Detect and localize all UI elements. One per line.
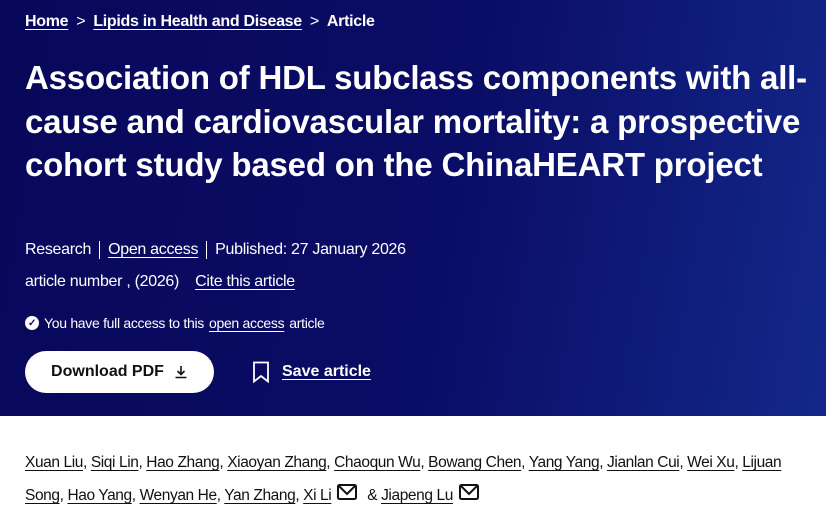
divider xyxy=(99,241,101,259)
author-separator: , xyxy=(83,454,91,471)
breadcrumb-separator: > xyxy=(76,13,86,30)
author-link[interactable]: Jiapeng Lu xyxy=(381,487,453,504)
article-meta: Research Open access Published: 27 Janua… xyxy=(25,241,406,259)
article-type: Research xyxy=(25,241,92,258)
author-separator: & xyxy=(363,487,382,504)
author-link[interactable]: Xiaoyan Zhang xyxy=(227,454,327,471)
breadcrumb-separator: > xyxy=(309,13,319,30)
author-link[interactable]: Hao Zhang xyxy=(146,454,220,471)
email-icon[interactable] xyxy=(337,479,358,512)
author-separator: , xyxy=(216,487,225,504)
author-link[interactable]: Wenyan He xyxy=(139,487,218,504)
author-separator: , xyxy=(599,454,608,471)
author-link[interactable]: Yang Yang xyxy=(528,454,600,471)
author-link[interactable]: Jianlan Cui xyxy=(607,454,680,471)
cite-article-link[interactable]: Cite this article xyxy=(195,273,295,290)
save-article-button[interactable]: Save article xyxy=(252,361,371,383)
download-pdf-label: Download PDF xyxy=(51,363,164,380)
bookmark-icon xyxy=(253,361,269,383)
author-separator: , xyxy=(219,454,228,471)
article-header: Home > Lipids in Health and Disease > Ar… xyxy=(0,0,826,416)
breadcrumb-home[interactable]: Home xyxy=(25,13,69,30)
article-number: article number , (2026) xyxy=(25,273,180,290)
author-list: Xuan Liu, Siqi Lin, Hao Zhang, Xiaoyan Z… xyxy=(25,446,805,512)
author-link[interactable]: Lijuan Song xyxy=(25,454,782,504)
author-link[interactable]: Bowang Chen xyxy=(428,454,522,471)
check-circle-icon: ✓ xyxy=(25,316,39,330)
author-link[interactable]: Wei Xu xyxy=(687,454,735,471)
access-text: You have full access to this xyxy=(44,315,204,331)
access-text-end: article xyxy=(289,315,325,331)
author-separator: , xyxy=(734,454,743,471)
page-title: Association of HDL subclass components w… xyxy=(25,59,807,183)
email-icon[interactable] xyxy=(458,479,479,512)
author-separator: , xyxy=(295,487,304,504)
author-separator: , xyxy=(138,454,147,471)
divider xyxy=(206,241,208,259)
open-access-info-link[interactable]: open access xyxy=(208,315,285,331)
author-link[interactable]: Yan Zhang xyxy=(224,487,296,504)
published-date: Published: 27 January 2026 xyxy=(215,241,406,258)
access-notice: ✓ You have full access to this open acce… xyxy=(25,315,325,331)
author-separator: , xyxy=(59,487,68,504)
save-article-label: Save article xyxy=(282,363,371,380)
author-separator: , xyxy=(326,454,335,471)
download-icon xyxy=(175,366,187,379)
breadcrumb: Home > Lipids in Health and Disease > Ar… xyxy=(25,13,375,31)
breadcrumb-current: Article xyxy=(326,13,375,30)
author-separator: , xyxy=(521,454,529,471)
breadcrumb-journal[interactable]: Lipids in Health and Disease xyxy=(93,13,302,30)
download-pdf-button[interactable]: Download PDF xyxy=(25,351,214,393)
author-link[interactable]: Siqi Lin xyxy=(90,454,139,471)
author-separator: , xyxy=(420,454,429,471)
author-separator: , xyxy=(131,487,140,504)
open-access-link[interactable]: Open access xyxy=(108,241,199,258)
author-link[interactable]: Xuan Liu xyxy=(25,454,83,471)
author-separator: , xyxy=(679,454,688,471)
author-link[interactable]: Xi Li xyxy=(303,487,332,504)
article-citation: article number , (2026) Cite this articl… xyxy=(25,273,295,291)
author-link[interactable]: Hao Yang xyxy=(67,487,132,504)
author-link[interactable]: Chaoqun Wu xyxy=(334,454,421,471)
